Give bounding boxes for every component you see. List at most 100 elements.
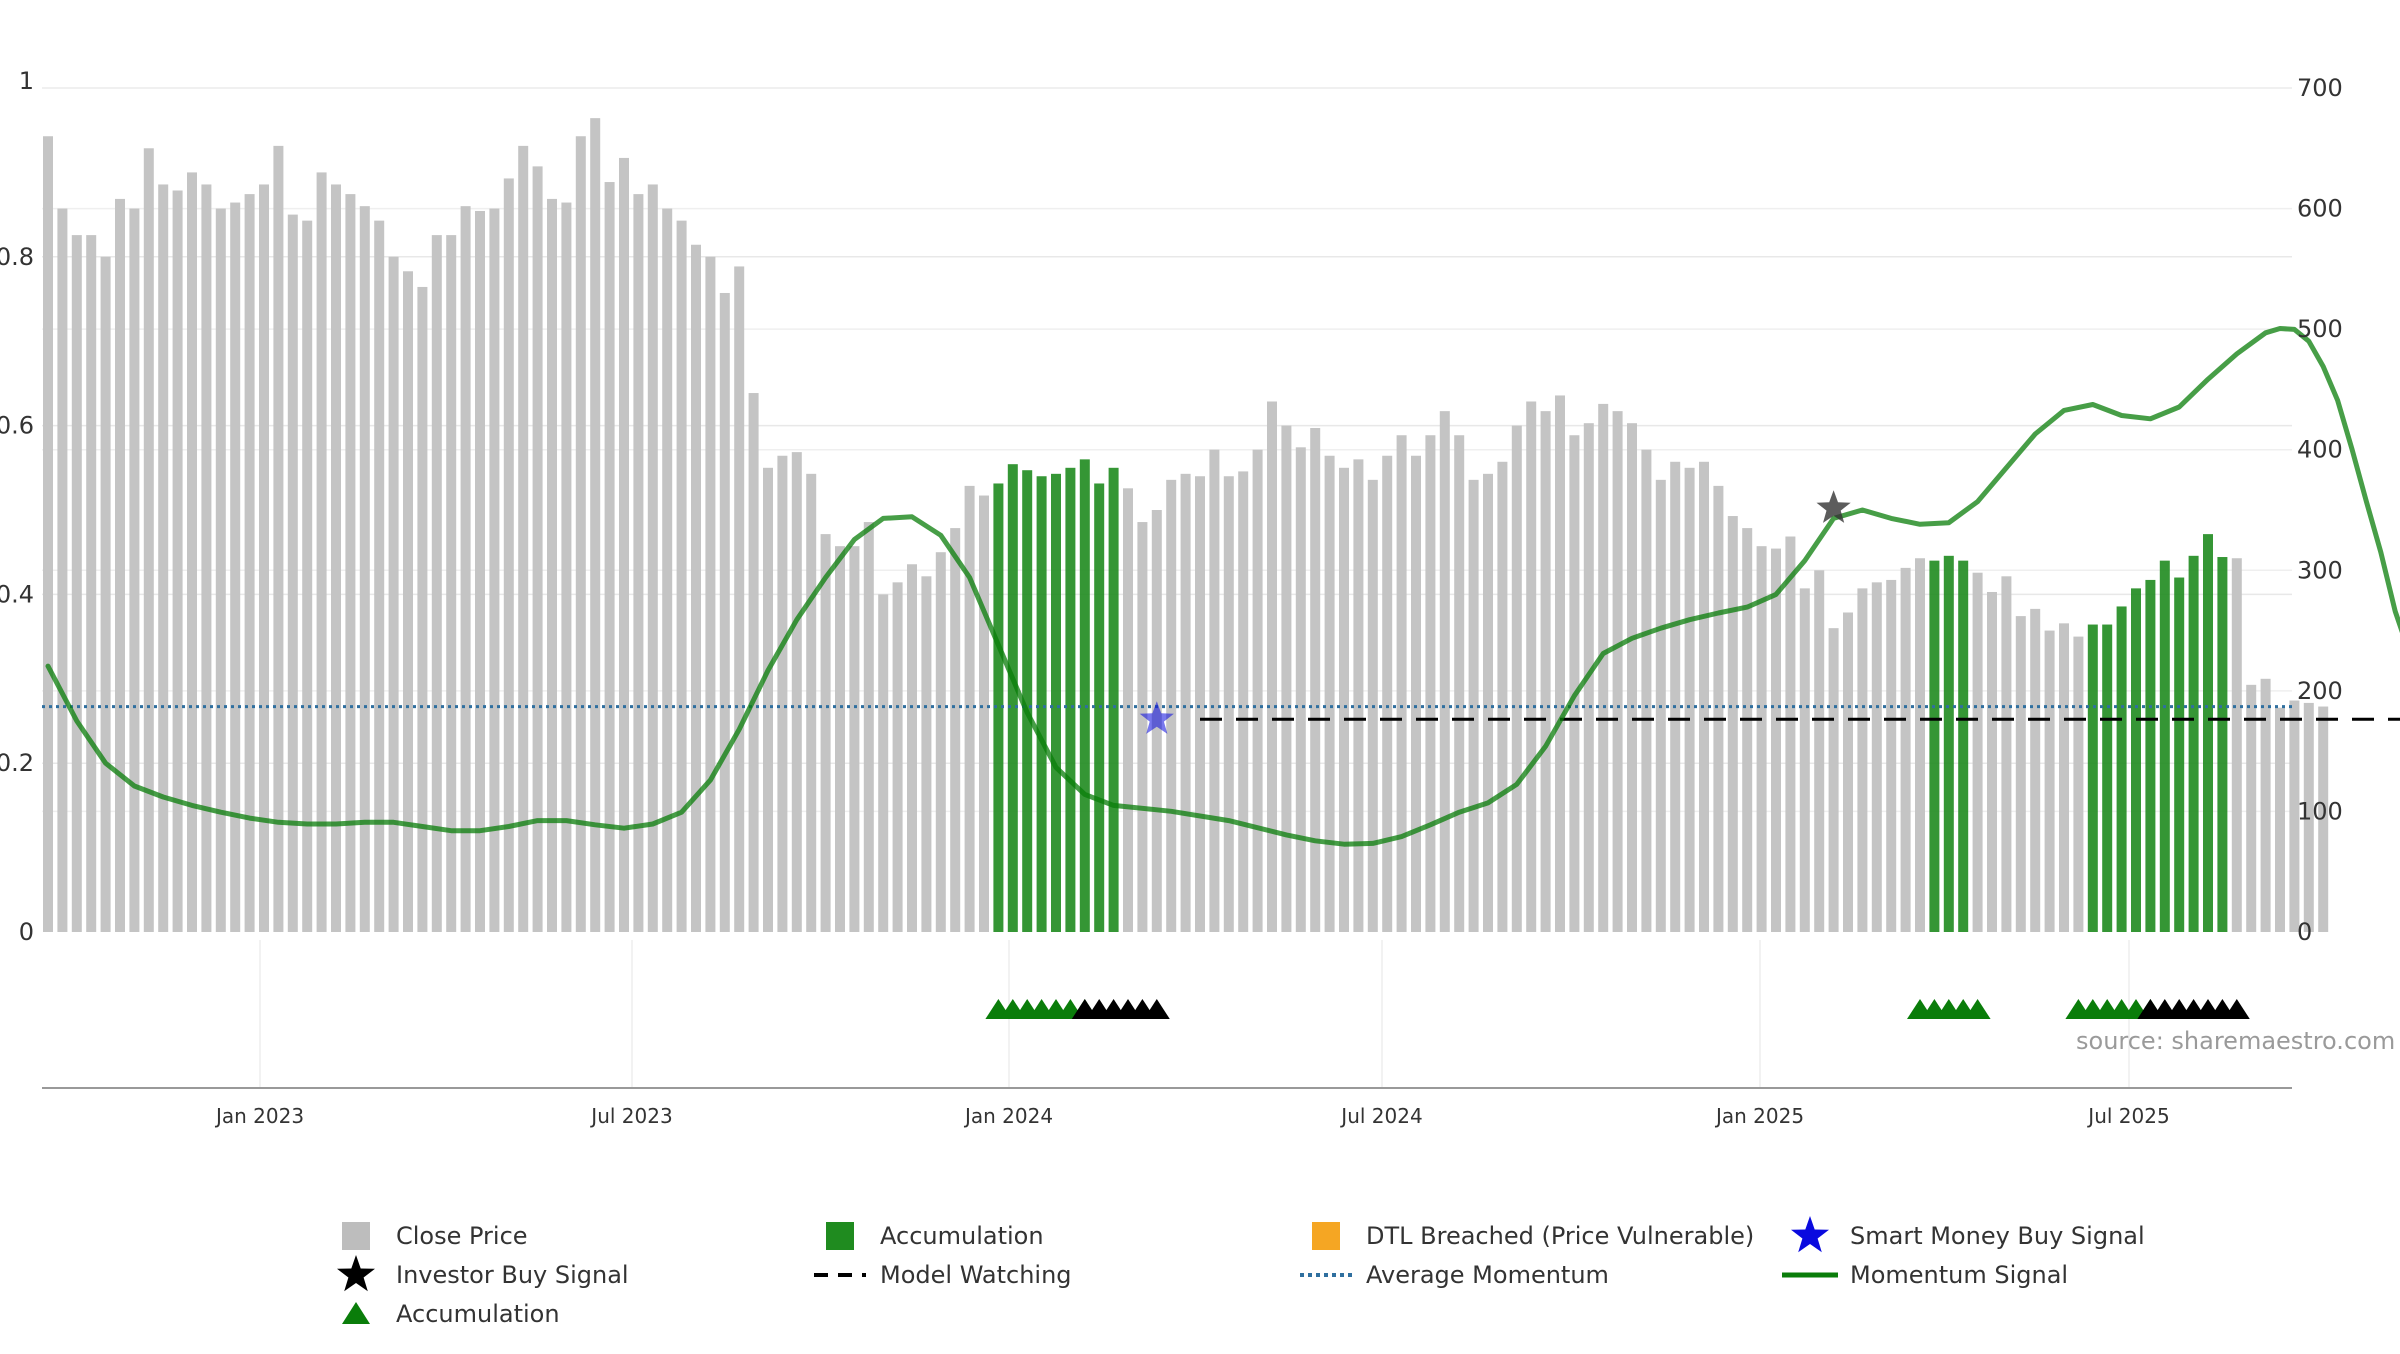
close-price-bar — [662, 208, 673, 933]
left-tick-label: 0.8 — [0, 243, 34, 271]
close-price-bar — [446, 235, 457, 932]
close-price-bar — [1771, 548, 1781, 932]
legend-item: Model Watching — [814, 1261, 1072, 1289]
x-tick-label: Jul 2025 — [2086, 1104, 2169, 1128]
close-price-bar — [1324, 455, 1335, 932]
close-price-bar — [1857, 588, 1868, 932]
close-price-bar — [302, 220, 313, 933]
signal-markers — [985, 490, 2250, 1019]
close-price-bar — [1569, 435, 1580, 932]
close-price-bar — [1468, 479, 1479, 932]
close-price-bar — [532, 166, 543, 932]
right-tick-label: 300 — [2297, 556, 2343, 584]
close-price-bar — [705, 256, 716, 932]
close-price-bar — [863, 522, 874, 932]
momentum-signal-line — [45, 326, 2400, 847]
close-price-bar — [2059, 623, 2069, 932]
close-price-bar — [2015, 616, 2026, 932]
close-price-bar — [1295, 447, 1306, 932]
legend-item: Smart Money Buy Signal — [1791, 1216, 2145, 1253]
close-price-bar — [2231, 558, 2242, 932]
accumulation-bar — [2087, 624, 2098, 932]
close-price-bar — [143, 148, 154, 933]
close-price-bar — [1742, 528, 1753, 932]
close-price-bar — [359, 206, 370, 932]
legend-item: Average Momentum — [1300, 1261, 1609, 1289]
close-price-bar — [518, 145, 529, 933]
investor-buy-star — [1816, 490, 1851, 523]
accumulation-bar — [2102, 624, 2113, 932]
close-price-bar — [1526, 401, 1537, 932]
accumulation-bar — [1051, 473, 1061, 932]
close-price-bar — [1281, 425, 1292, 932]
close-price-bar — [979, 495, 989, 932]
left-tick-label: 0.6 — [0, 412, 34, 440]
accumulation-bar — [1108, 467, 1119, 932]
left-tick-label: 1 — [19, 67, 34, 95]
right-tick-label: 400 — [2297, 436, 2343, 464]
legend-label: Smart Money Buy Signal — [1850, 1222, 2145, 1250]
x-tick-label: Jul 2024 — [1339, 1104, 1422, 1128]
accumulation-bar — [2145, 579, 2156, 932]
close-price-bar — [676, 220, 687, 933]
close-price-bar — [259, 184, 269, 932]
legend-label: Accumulation — [396, 1300, 560, 1328]
close-price-bar — [1785, 536, 1796, 932]
close-price-bar — [503, 178, 514, 932]
accumulation-triangle — [2223, 999, 2250, 1019]
close-price-bar — [777, 455, 788, 932]
legend-item: DTL Breached (Price Vulnerable) — [1312, 1222, 1754, 1250]
close-price-bar — [590, 118, 601, 932]
close-price-bar — [345, 194, 356, 933]
close-price-bar — [273, 145, 284, 933]
close-price-bar — [244, 194, 255, 933]
accumulation-triangle — [1964, 999, 1991, 1019]
close-price-bar — [1612, 411, 1623, 932]
close-price-bar — [734, 266, 745, 933]
close-price-bar — [2030, 608, 2041, 932]
close-price-bar — [1641, 449, 1652, 932]
close-price-bar — [1699, 461, 1709, 932]
close-price-bar — [1195, 476, 1205, 932]
close-price-bar — [1627, 423, 1637, 932]
accumulation-bar — [2116, 606, 2127, 932]
close-price-bar — [115, 198, 125, 932]
close-price-bar — [748, 393, 759, 932]
close-price-bar — [964, 485, 975, 932]
close-price-bar — [604, 182, 615, 932]
close-price-bar — [1713, 485, 1724, 932]
close-price-bar — [1540, 411, 1551, 932]
close-price-bar — [1828, 628, 1839, 932]
right-tick-label: 200 — [2297, 677, 2343, 705]
close-price-bar — [1972, 572, 1983, 932]
right-tick-label: 100 — [2297, 797, 2343, 825]
close-price-bar — [215, 208, 226, 933]
close-price-bar — [316, 172, 327, 932]
close-price-bar — [1814, 570, 1825, 932]
close-price-bar — [2275, 707, 2285, 932]
close-price-bar — [575, 136, 586, 932]
close-price-bar — [2044, 630, 2055, 932]
close-price-bar — [2001, 576, 2012, 932]
close-price-bar — [1727, 516, 1738, 932]
close-price-bar — [158, 184, 169, 932]
accumulation-bar — [1065, 467, 1076, 932]
accumulation-bar — [2203, 534, 2213, 932]
accumulation-bar — [2217, 557, 2228, 932]
close-price-bar — [1670, 461, 1681, 932]
close-price-bar — [1454, 435, 1465, 932]
close-price-bar — [849, 546, 860, 932]
close-price-bar — [763, 467, 773, 932]
close-price-bar — [835, 546, 845, 932]
close-price-bar — [1843, 612, 1853, 932]
close-price-bars — [43, 118, 2329, 933]
signal-lines — [42, 326, 2400, 847]
close-price-bar — [129, 208, 140, 933]
close-price-bar — [57, 208, 68, 933]
close-price-bar — [1987, 591, 1997, 932]
close-price-bar — [561, 202, 572, 933]
close-price-bar — [2260, 678, 2271, 932]
accumulation-bar — [2159, 560, 2170, 932]
close-price-bar — [1871, 582, 1882, 932]
